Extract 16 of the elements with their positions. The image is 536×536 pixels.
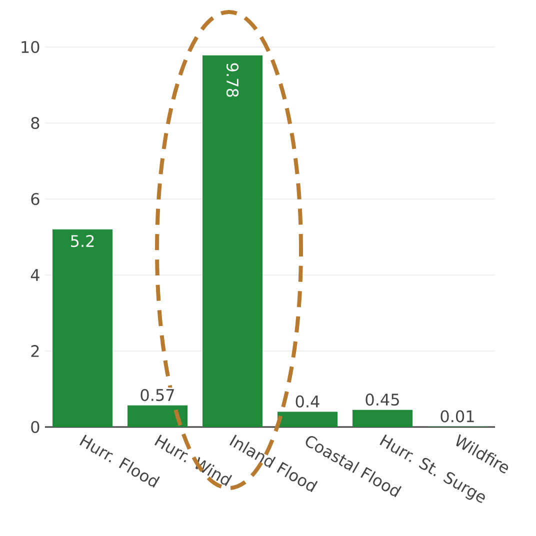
y-tick-label: 6 xyxy=(31,192,40,206)
data-label: 0.4 xyxy=(296,395,320,408)
y-tick-label: 2 xyxy=(31,345,39,357)
y-tick-label: 0 xyxy=(31,420,40,434)
bar xyxy=(128,405,188,427)
bar xyxy=(52,229,112,427)
data-label: 5.2 xyxy=(71,234,94,248)
y-tick-label: 10 xyxy=(22,40,40,54)
data-label: 0.57 xyxy=(140,388,174,402)
data-label: 9.78 xyxy=(226,63,239,97)
y-tick-label: 4 xyxy=(30,269,40,281)
y-tick-label: 8 xyxy=(31,116,40,130)
bar xyxy=(278,412,338,427)
data-label: 0.01 xyxy=(440,410,474,422)
data-label: 0.45 xyxy=(366,394,399,406)
bar xyxy=(352,410,413,427)
